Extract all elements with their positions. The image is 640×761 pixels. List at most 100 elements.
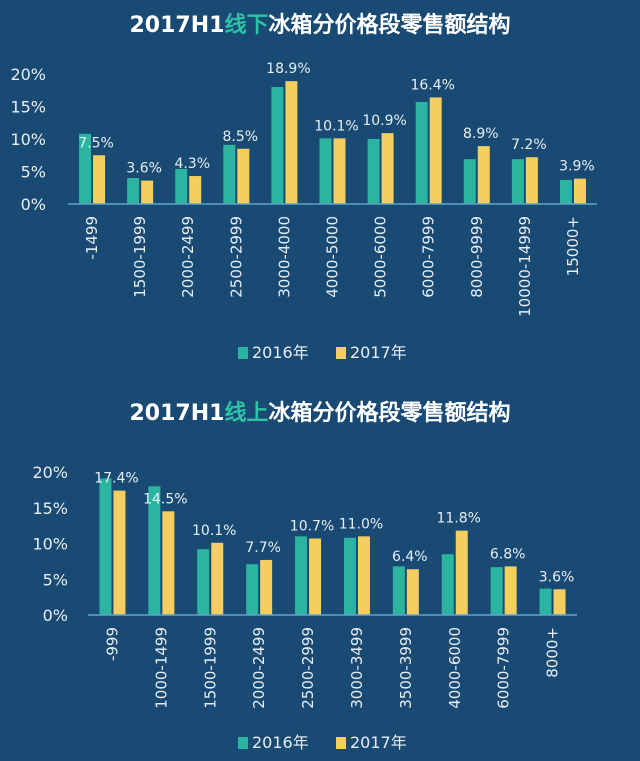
data-label: 11.0% xyxy=(339,516,383,532)
bar-2016 xyxy=(148,486,161,615)
title-part: 2017H1 xyxy=(130,401,225,426)
bar-2016 xyxy=(79,133,92,204)
y-tick-label: 5% xyxy=(43,570,68,589)
data-label: 7.5% xyxy=(78,135,114,151)
data-label: 4.3% xyxy=(174,156,210,172)
title-part: 冰箱分价格段零售额结构 xyxy=(268,400,510,426)
chart-title: 2017H1线上冰箱分价格段零售额结构 xyxy=(130,400,511,426)
bar-2017 xyxy=(285,81,298,204)
bar-2017 xyxy=(573,178,586,204)
data-label: 11.8% xyxy=(437,511,481,527)
x-tick-label: -1499 xyxy=(83,216,101,260)
x-tick-label: 3000-3499 xyxy=(348,627,366,709)
data-label: 10.1% xyxy=(192,523,236,539)
x-tick-label: 2000-2499 xyxy=(250,627,268,709)
x-tick-label: 3500-3999 xyxy=(397,627,415,709)
bar-2017 xyxy=(477,146,490,204)
data-label: 16.4% xyxy=(410,77,454,93)
legend-swatch-2016 xyxy=(238,347,248,359)
bar-2017 xyxy=(455,530,468,615)
bar-2016 xyxy=(99,478,112,615)
bar-2017 xyxy=(141,180,154,204)
bar-2017 xyxy=(93,155,106,204)
bar-2016 xyxy=(246,564,259,615)
x-tick-label: 2500-2999 xyxy=(227,216,245,298)
legend-swatch-2017 xyxy=(336,347,346,359)
legend-label-2016: 2016年 xyxy=(252,733,309,752)
title-part: 线上 xyxy=(224,400,268,426)
x-tick-label: 2000-2499 xyxy=(179,216,197,298)
data-label: 10.7% xyxy=(290,518,334,534)
bar-2017 xyxy=(211,542,224,615)
bar-2017 xyxy=(309,538,322,615)
legend-label-2017: 2017年 xyxy=(350,343,407,362)
bar-2017 xyxy=(504,566,517,615)
legend-swatch-2016 xyxy=(238,737,248,749)
data-label: 7.7% xyxy=(245,540,281,556)
bar-2017 xyxy=(525,157,538,204)
data-label: 8.5% xyxy=(223,129,259,145)
bar-2016 xyxy=(343,537,356,615)
bar-2017 xyxy=(189,176,202,204)
bar-2017 xyxy=(429,97,442,204)
bar-2016 xyxy=(319,138,332,204)
y-tick-label: 10% xyxy=(10,130,46,149)
bar-2016 xyxy=(490,567,503,615)
bar-2016 xyxy=(392,566,405,615)
bar-2016 xyxy=(223,144,236,204)
x-tick-label: 5000-6000 xyxy=(372,216,390,298)
y-tick-label: 20% xyxy=(10,65,46,84)
bar-2017 xyxy=(260,559,273,615)
y-tick-label: 20% xyxy=(32,463,68,482)
y-tick-label: 15% xyxy=(10,98,46,117)
bar-2016 xyxy=(559,179,572,204)
data-label: 6.8% xyxy=(490,546,526,562)
x-tick-label: 4000-6000 xyxy=(446,627,464,709)
data-label: 3.6% xyxy=(126,161,162,177)
x-tick-label: 2500-2999 xyxy=(299,627,317,709)
data-label: 3.9% xyxy=(559,159,595,175)
x-tick-label: 3000-4000 xyxy=(275,216,293,298)
bar-2016 xyxy=(295,536,308,615)
data-label: 8.9% xyxy=(463,126,499,142)
title-part: 2017H1 xyxy=(130,13,225,38)
data-label: 14.5% xyxy=(143,491,187,507)
bar-2017 xyxy=(333,138,346,204)
bar-2017 xyxy=(237,148,250,204)
data-label: 18.9% xyxy=(266,61,310,77)
bar-2016 xyxy=(511,159,524,204)
bar-2016 xyxy=(415,101,428,204)
data-label: 7.2% xyxy=(511,137,547,153)
x-tick-label: 8000-9999 xyxy=(468,216,486,298)
title-part: 线下 xyxy=(224,12,268,38)
x-tick-label: 1500-1999 xyxy=(201,627,219,709)
bar-2017 xyxy=(113,490,126,615)
bar-2016 xyxy=(271,87,284,204)
x-tick-label: 4000-5000 xyxy=(324,216,342,298)
x-tick-label: 8000+ xyxy=(544,627,562,678)
legend-label-2017: 2017年 xyxy=(350,733,407,752)
data-label: 3.6% xyxy=(539,569,575,585)
bar-2017 xyxy=(357,536,370,615)
bar-2016 xyxy=(441,554,454,615)
data-label: 6.4% xyxy=(392,549,428,565)
data-label: 10.1% xyxy=(314,118,358,134)
x-tick-label: 10000-14999 xyxy=(516,216,534,317)
y-tick-label: 10% xyxy=(32,535,68,554)
data-label: 10.9% xyxy=(362,113,406,129)
bar-2016 xyxy=(127,178,140,204)
bar-2017 xyxy=(162,511,175,615)
bar-2016 xyxy=(197,549,210,615)
bar-2016 xyxy=(175,168,188,204)
data-label: 17.4% xyxy=(94,471,138,487)
bar-2016 xyxy=(539,588,552,615)
bar-2017 xyxy=(381,133,394,204)
y-tick-label: 15% xyxy=(32,499,68,518)
x-tick-label: 15000+ xyxy=(564,216,582,276)
bar-2017 xyxy=(553,589,566,615)
legend-swatch-2017 xyxy=(336,737,346,749)
x-tick-label: 1000-1499 xyxy=(152,627,170,709)
y-tick-label: 0% xyxy=(21,195,46,214)
